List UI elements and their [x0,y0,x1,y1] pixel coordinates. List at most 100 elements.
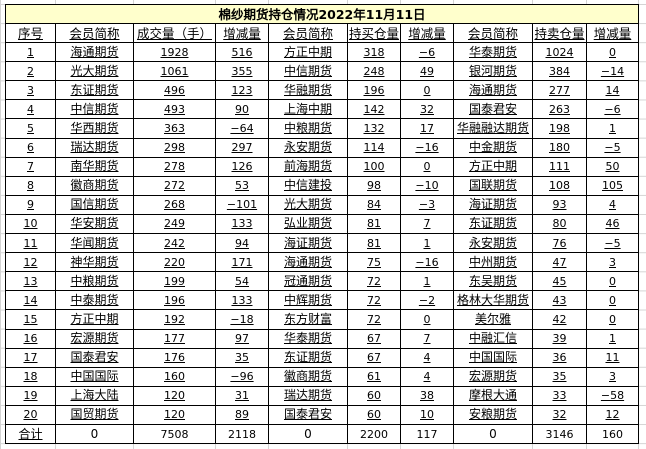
header-cell[interactable]: 会员简称 [453,22,533,44]
table-cell[interactable]: 49 [400,61,454,82]
table-cell[interactable]: 瑞达期货 [55,137,134,158]
table-cell[interactable]: 徽商期货 [55,175,134,196]
table-cell[interactable]: 0 [400,309,454,330]
table-cell[interactable]: 2 [5,61,56,82]
table-cell[interactable]: −5 [586,233,639,254]
table-cell[interactable]: 176 [133,347,216,368]
table-cell[interactable]: 光大期货 [268,194,348,215]
table-cell[interactable]: 华安期货 [55,213,134,235]
table-cell[interactable]: 3146 [532,423,587,445]
table-cell[interactable]: 1 [5,42,56,63]
table-cell[interactable]: 东证期货 [55,80,134,101]
table-cell[interactable]: 43 [532,290,587,311]
table-cell[interactable]: 67 [347,347,401,368]
header-cell[interactable]: 增减量 [215,22,269,44]
table-cell[interactable]: 光大期货 [55,61,134,82]
table-cell[interactable]: 298 [133,137,216,158]
table-cell[interactable]: 前海期货 [268,156,348,177]
table-cell[interactable]: 2118 [215,423,269,445]
table-cell[interactable]: 11 [5,233,56,254]
table-cell[interactable]: 13 [5,271,56,292]
table-cell[interactable]: 5 [5,118,56,139]
table-cell[interactable]: 4 [400,347,454,368]
table-cell[interactable]: 0 [586,42,639,63]
table-cell[interactable]: −10 [400,175,454,196]
table-cell[interactable]: 19 [5,385,56,406]
header-cell[interactable]: 持卖仓量 [532,22,587,44]
header-cell[interactable]: 增减量 [586,22,639,44]
table-cell[interactable]: −58 [586,385,639,406]
table-cell[interactable]: 90 [215,99,269,120]
table-cell[interactable]: 中信建投 [268,175,348,196]
header-cell[interactable]: 序号 [5,22,56,44]
table-cell[interactable]: −6 [586,99,639,120]
table-cell[interactable]: −2 [400,290,454,311]
table-cell[interactable]: 12 [5,252,56,273]
table-cell[interactable]: 冠通期货 [268,271,348,292]
table-cell[interactable]: 53 [215,175,269,196]
table-cell[interactable]: 东证期货 [453,213,533,235]
table-cell[interactable]: 华泰期货 [268,328,348,349]
table-cell[interactable]: 宏源期货 [55,328,134,349]
table-cell[interactable]: 0 [586,290,639,311]
header-cell[interactable]: 成交量（手） [133,22,216,44]
table-cell[interactable]: 493 [133,99,216,120]
table-cell[interactable]: 徽商期货 [268,366,348,387]
table-cell[interactable]: 114 [347,137,401,158]
table-cell[interactable]: 1061 [133,61,216,82]
table-cell[interactable]: 3 [586,366,639,387]
table-cell[interactable]: 93 [532,194,587,215]
table-cell[interactable]: 80 [532,213,587,235]
table-cell[interactable]: 39 [532,328,587,349]
table-cell[interactable]: 355 [215,61,269,82]
table-cell[interactable]: 45 [532,271,587,292]
table-cell[interactable]: 0 [453,423,533,445]
table-cell[interactable]: 278 [133,156,216,177]
table-cell[interactable]: 277 [532,80,587,101]
table-cell[interactable]: 国泰君安 [268,404,348,425]
table-cell[interactable]: 3 [586,252,639,273]
table-cell[interactable]: 111 [532,156,587,177]
table-cell[interactable]: 81 [347,213,401,235]
table-cell[interactable]: 4 [5,99,56,120]
table-cell[interactable]: 1 [400,271,454,292]
table-cell[interactable]: 60 [347,404,401,425]
table-cell[interactable]: 120 [133,404,216,425]
table-cell[interactable]: 15 [5,309,56,330]
table-cell[interactable]: 67 [347,328,401,349]
table-cell[interactable]: 国信期货 [55,194,134,215]
table-cell[interactable]: 117 [400,423,454,445]
table-cell[interactable]: 11 [586,347,639,368]
table-cell[interactable]: 72 [347,309,401,330]
table-cell[interactable]: 132 [347,118,401,139]
table-cell[interactable]: 宏源期货 [453,366,533,387]
table-cell[interactable]: 南华期货 [55,156,134,177]
table-cell[interactable]: 1 [400,233,454,254]
table-cell[interactable]: −14 [586,61,639,82]
table-cell[interactable]: 东证期货 [268,347,348,368]
table-cell[interactable]: 35 [215,347,269,368]
table-cell[interactable]: 160 [586,423,639,445]
table-cell[interactable]: 32 [532,404,587,425]
table-cell[interactable]: 384 [532,61,587,82]
table-cell[interactable]: 1 [586,118,639,139]
table-cell[interactable]: 31 [215,385,269,406]
table-cell[interactable]: 华融期货 [268,80,348,101]
table-cell[interactable]: 海通期货 [453,80,533,101]
table-cell[interactable]: 120 [133,385,216,406]
table-cell[interactable]: 242 [133,233,216,254]
table-cell[interactable]: 弘业期货 [268,213,348,235]
table-cell[interactable]: 永安期货 [268,137,348,158]
table-cell[interactable]: 华西期货 [55,118,134,139]
table-cell[interactable]: 1928 [133,42,216,63]
table-cell[interactable]: 105 [586,175,639,196]
table-cell[interactable]: 0 [586,271,639,292]
table-cell[interactable]: 16 [5,328,56,349]
table-cell[interactable]: 海证期货 [453,194,533,215]
table-cell[interactable]: 方正中期 [268,42,348,63]
table-cell[interactable]: 中州期货 [453,252,533,273]
table-cell[interactable]: 12 [586,404,639,425]
table-cell[interactable]: 97 [215,328,269,349]
table-cell[interactable]: 8 [5,175,56,196]
table-cell[interactable]: 合计 [5,423,56,445]
